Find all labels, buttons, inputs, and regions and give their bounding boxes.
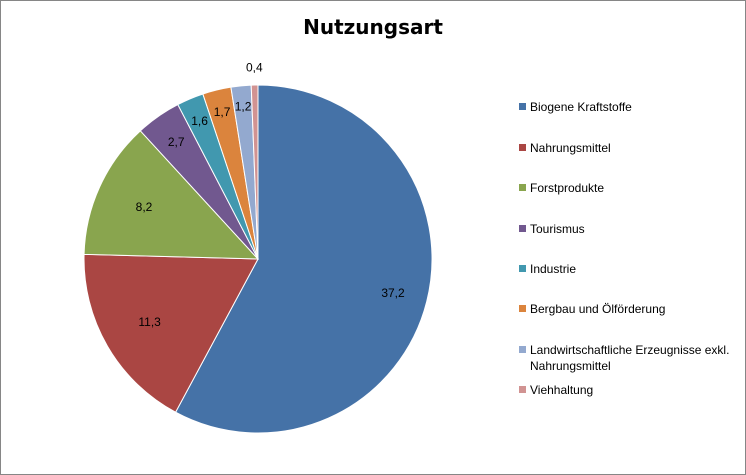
pie-slice-3 [83,130,260,260]
data-label-5: 1,6 [191,114,208,128]
pie-slice-2 [83,253,259,413]
pie-slice-8 [250,84,259,260]
legend-swatch-4 [519,225,526,232]
legend-label-8: Viehhaltung [530,383,594,397]
legend-swatch-5 [519,265,526,272]
legend-item-5: Industrie [519,261,745,277]
legend-label-2: Nahrungsmittel [530,141,611,155]
pie-slice-1 [174,84,433,434]
legend-swatch-7 [519,346,526,353]
legend-label-6: Bergbau und Ölförderung [530,302,666,316]
chart-title: Nutzungsart [303,15,443,39]
legend-label-4: Tourismus [530,222,585,236]
data-label-3: 8,2 [136,200,153,214]
legend-item-8: Viehhaltung [519,382,745,398]
data-label-7: 1,2 [235,100,252,114]
legend-swatch-1 [519,103,526,110]
legend-item-3: Forstprodukte [519,180,745,196]
legend-item-4: Tourismus [519,221,745,237]
legend-label-3: Forstprodukte [530,181,605,195]
legend-label-7: Landwirtschaftliche Erzeugnisse exkl. Na… [530,343,730,373]
legend-item-1: Biogene Kraftstoffe [519,99,745,115]
data-label-6: 1,7 [214,105,231,119]
data-label-1: 37,2 [381,286,405,300]
legend-item-2: Nahrungsmittel [519,140,745,156]
legend-swatch-8 [519,386,526,393]
legend-label-1: Biogene Kraftstoffe [530,100,632,114]
data-label-8: 0,4 [246,61,263,75]
legend-swatch-6 [519,305,526,312]
legend-swatch-2 [519,144,526,151]
legend-item-7: Landwirtschaftliche Erzeugnisse exkl. Na… [519,342,745,374]
legend-label-5: Industrie [530,262,577,276]
legend-swatch-3 [519,184,526,191]
legend-item-6: Bergbau und Ölförderung [519,301,745,317]
data-label-2: 11,3 [138,315,161,329]
data-label-4: 2,7 [168,135,185,149]
